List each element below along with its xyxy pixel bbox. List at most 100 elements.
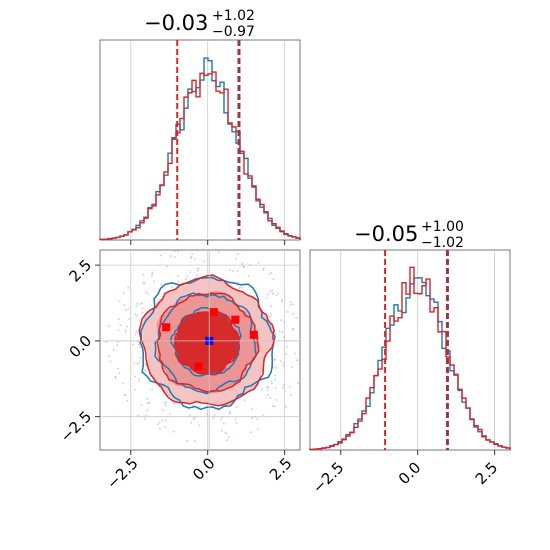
scatter-point <box>232 270 234 272</box>
scatter-point <box>268 273 271 275</box>
scatter-point <box>141 307 144 310</box>
scatter-point <box>128 318 131 320</box>
scatter-point <box>159 254 162 257</box>
scatter-point <box>274 374 276 377</box>
scatter-point <box>146 402 149 404</box>
red-marker <box>231 315 240 324</box>
contour-line-red-outer <box>138 274 275 407</box>
scatter-point <box>238 286 241 289</box>
x-tick-label: 2.5 <box>472 458 502 488</box>
scatter-point <box>232 247 234 249</box>
scatter-point <box>282 336 285 339</box>
scatter-point <box>164 419 167 422</box>
scatter-point <box>281 300 283 303</box>
scatter-point <box>213 413 216 416</box>
scatter-point <box>143 369 146 371</box>
x-tick-label: 0.0 <box>189 454 219 484</box>
scatter-point <box>186 440 188 442</box>
scatter-point <box>257 262 260 264</box>
scatter-point <box>174 402 176 404</box>
scatter-point <box>127 307 130 310</box>
scatter-point <box>265 296 268 299</box>
red-marker <box>162 323 171 332</box>
scatter-point <box>138 377 140 380</box>
scatter-point <box>132 344 134 346</box>
red-marker <box>249 330 258 339</box>
scatter-point <box>118 300 121 303</box>
scatter-point <box>267 293 269 296</box>
scatter-point <box>303 363 305 365</box>
scatter-point <box>281 299 283 301</box>
scatter-point <box>143 282 146 285</box>
scatter-point <box>243 399 246 402</box>
scatter-point <box>235 418 237 421</box>
scatter-point <box>198 424 201 427</box>
scatter-point <box>219 418 222 421</box>
scatter-point <box>119 324 121 326</box>
scatter-point <box>134 388 136 391</box>
histogram-y-panel: −2.5 0.0 2.5 −0.05 +1.00 −1.02 <box>309 219 511 497</box>
scatter-point <box>171 286 173 288</box>
scatter-point <box>270 272 273 274</box>
scatter-point <box>274 366 277 369</box>
scatter-point <box>290 394 292 396</box>
scatter-point <box>112 349 115 351</box>
x-tick-label: 0.0 <box>395 458 425 488</box>
scatter-point <box>136 314 138 317</box>
scatter-point <box>153 280 155 283</box>
scatter-point <box>143 417 146 420</box>
scatter-point <box>105 341 108 343</box>
scatter-point <box>189 414 191 417</box>
scatter-point <box>173 402 175 404</box>
scatter-point <box>122 382 125 385</box>
scatter-point <box>247 275 250 278</box>
histogram-series-1 <box>99 71 301 241</box>
scatter-point <box>151 273 154 275</box>
scatter-point <box>147 292 149 295</box>
scatter-point <box>269 290 272 293</box>
scatter-point <box>249 264 252 266</box>
scatter-point <box>144 363 147 366</box>
scatter-point <box>235 257 237 260</box>
scatter-point <box>240 286 243 289</box>
scatter-point <box>268 315 271 318</box>
scatter-point <box>286 345 288 348</box>
scatter-point <box>173 399 175 401</box>
scatter-point <box>139 357 141 359</box>
scatter-point <box>177 250 180 253</box>
scatter-point <box>305 362 307 364</box>
scatter-point <box>169 413 172 415</box>
scatter-point <box>236 253 239 256</box>
scatter-point <box>194 258 197 261</box>
scatter-point <box>274 387 277 389</box>
scatter-point <box>135 331 138 333</box>
scatter-point <box>196 270 199 272</box>
red-marker <box>209 308 218 317</box>
scatter-point <box>274 358 276 361</box>
scatter-point <box>229 411 231 413</box>
scatter-point <box>141 311 144 314</box>
scatter-point <box>290 301 292 303</box>
scatter-point <box>117 367 119 370</box>
scatter-point <box>137 414 140 417</box>
scatter-point <box>284 390 287 393</box>
scatter-point <box>275 294 278 297</box>
scatter-point <box>272 278 275 280</box>
scatter-point <box>141 302 143 304</box>
scatter-point <box>162 409 164 411</box>
scatter-point <box>261 388 264 391</box>
scatter-point <box>161 419 164 422</box>
scatter-point <box>277 292 279 295</box>
scatter-point <box>271 293 274 295</box>
scatter-point <box>300 354 302 356</box>
scatter-point <box>235 422 238 424</box>
scatter-point <box>292 312 294 315</box>
scatter-point <box>292 303 295 306</box>
scatter-point <box>270 305 272 308</box>
scatter-point <box>189 271 192 273</box>
scatter-point <box>229 412 231 415</box>
scatter-point <box>165 401 168 403</box>
contour-line-red-inner <box>174 311 241 376</box>
scatter-point <box>289 386 291 388</box>
scatter-point <box>146 409 149 412</box>
